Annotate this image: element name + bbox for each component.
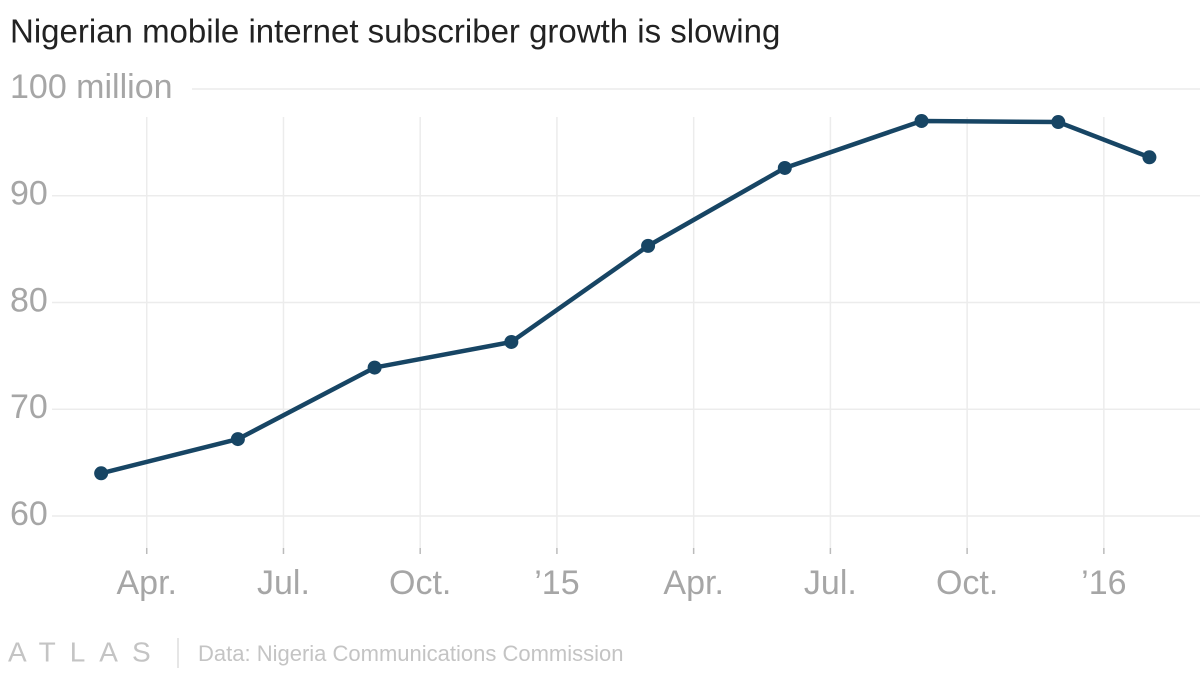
point [367,360,382,375]
x-tick-label: Apr. [116,564,176,602]
x-tick-label: ’16 [1081,564,1126,602]
point [504,334,519,349]
chart-title: Nigerian mobile internet subscriber grow… [10,13,780,50]
label-bg [6,282,52,323]
x-tick-label: Apr. [663,564,723,602]
label-bg [6,175,52,216]
point [777,160,792,175]
logo: ATLAS [8,636,165,667]
source: Data: Nigeria Communications Commission [198,641,623,666]
y-tick-label: 80 [10,281,48,319]
point [914,113,929,128]
x-tick-label: Oct. [936,564,998,602]
x-tick-label: Jul. [804,564,857,602]
y-tick-label: 70 [10,388,48,426]
label-bg [6,68,192,109]
label-bg [6,389,52,430]
point [1051,115,1066,130]
point [94,466,109,481]
y-tick-label: 60 [10,495,48,533]
x-tick-label: Oct. [389,564,451,602]
point [1142,150,1157,165]
point [641,238,656,253]
y-tick-label: 90 [10,175,48,213]
point [230,432,245,447]
line [100,118,1151,476]
x-tick-label: Jul. [257,564,310,602]
label-bg [6,495,52,536]
x-tick-label: ’15 [534,564,579,602]
y-tick-label: 100 million [10,68,173,106]
